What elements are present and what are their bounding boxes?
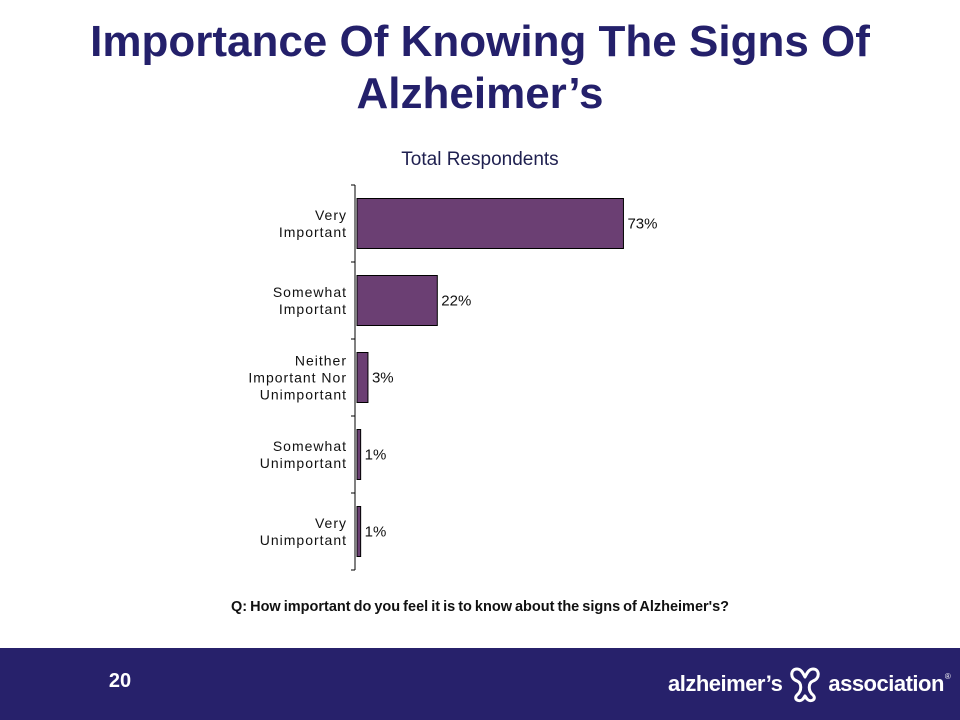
category-label: Neither Important Nor Unimportant <box>248 353 347 403</box>
footer-bar: 20 alzheimer’s association ® <box>0 648 960 720</box>
category-label-line: Unimportant <box>260 455 347 471</box>
category-label-line: Important Nor <box>248 370 347 386</box>
category-label: Very Unimportant <box>260 515 347 548</box>
category-label: Somewhat Unimportant <box>260 438 347 471</box>
category-label-line: Somewhat <box>273 438 347 454</box>
category-label-line: Important <box>279 224 347 240</box>
bar <box>356 506 362 557</box>
category-label-line: Neither <box>295 353 347 369</box>
bar <box>356 352 369 403</box>
slide-title: Importance Of Knowing The Signs Of Alzhe… <box>90 17 870 118</box>
category-label-line: Very <box>315 515 347 531</box>
survey-question: Q: How important do you feel it is to kn… <box>230 599 730 615</box>
page-number: 20 <box>108 670 132 692</box>
alzheimers-association-knot-icon <box>790 667 821 703</box>
value-label: 22% <box>441 293 471 310</box>
value-label: 1% <box>365 524 387 541</box>
bar <box>356 429 362 480</box>
value-label: 1% <box>365 447 387 464</box>
category-label: Very Important <box>279 207 347 240</box>
value-label: 73% <box>627 216 657 233</box>
category-label: Somewhat Important <box>273 284 347 317</box>
category-label-line: Very <box>315 207 347 223</box>
category-label-line: Important <box>279 301 347 317</box>
category-label-line: Somewhat <box>273 284 347 300</box>
category-label-line: Unimportant <box>260 532 347 548</box>
alzheimers-association-logo: alzheimer’s association ® <box>668 662 951 706</box>
category-label-line: Unimportant <box>260 387 347 403</box>
logo-word-left: alzheimer’s <box>668 671 783 696</box>
registered-mark: ® <box>944 672 951 681</box>
chart-title: Total Respondents <box>401 149 559 170</box>
value-label: 3% <box>372 370 394 387</box>
chart-bars <box>356 198 624 557</box>
chart-axis <box>351 184 356 571</box>
bar <box>356 198 624 249</box>
bar <box>356 275 438 326</box>
logo-word-right: association <box>828 671 944 696</box>
